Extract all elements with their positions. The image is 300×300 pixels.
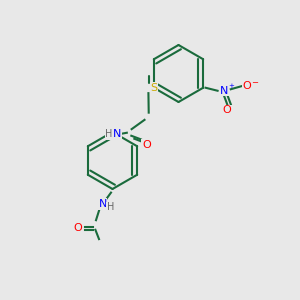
Text: +: + — [228, 83, 234, 89]
Text: O: O — [242, 81, 251, 91]
Text: N: N — [98, 199, 107, 209]
Text: H: H — [105, 129, 112, 139]
Text: O: O — [223, 105, 232, 115]
Text: −: − — [251, 78, 258, 87]
Text: N: N — [113, 129, 121, 139]
Text: S: S — [150, 83, 158, 93]
Text: O: O — [142, 140, 151, 150]
Text: H: H — [107, 202, 114, 212]
Text: O: O — [74, 223, 82, 233]
Text: N: N — [220, 86, 228, 96]
